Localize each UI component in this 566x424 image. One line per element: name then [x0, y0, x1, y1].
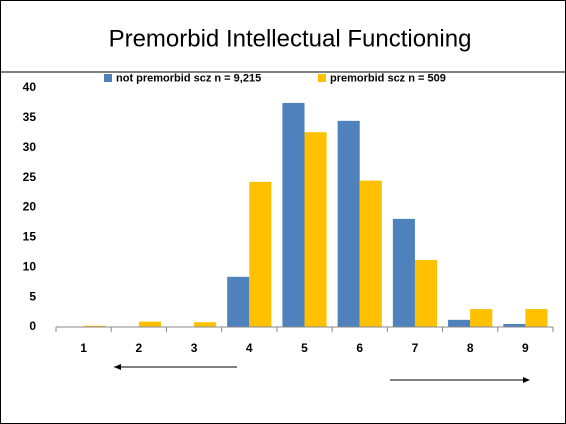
x-tick-label: 8 — [467, 341, 474, 355]
bar — [414, 260, 438, 327]
bar — [282, 102, 305, 327]
chart-title: Premorbid Intellectual Functioning — [109, 25, 472, 52]
y-tick-label: 15 — [23, 230, 37, 244]
arrowhead — [114, 364, 121, 370]
x-tick-label: 5 — [301, 341, 308, 355]
bar — [138, 321, 161, 327]
x-tick-label: 9 — [522, 341, 529, 355]
bar — [194, 322, 217, 327]
legend-label: premorbid scz n = 509 — [330, 72, 446, 84]
y-tick-label: 10 — [23, 259, 37, 273]
bar — [470, 309, 493, 327]
y-tick-label: 0 — [29, 319, 36, 333]
legend-swatch — [104, 74, 112, 82]
legend-swatch — [318, 74, 326, 82]
bar — [525, 309, 548, 327]
x-tick-label: 4 — [246, 341, 253, 355]
x-tick-label: 3 — [191, 341, 198, 355]
bar — [227, 276, 250, 327]
direction-arrows — [114, 364, 530, 383]
bar — [337, 120, 360, 327]
y-tick-label: 25 — [23, 170, 37, 184]
y-tick-label: 35 — [23, 110, 37, 124]
y-tick-label: 40 — [23, 80, 37, 94]
bar — [448, 319, 471, 327]
x-tick-label: 1 — [80, 341, 87, 355]
arrowhead — [523, 377, 530, 383]
bar — [359, 180, 382, 327]
x-tick-label: 2 — [135, 341, 142, 355]
bar — [392, 218, 415, 327]
x-tick-label: 7 — [412, 341, 419, 355]
bar — [83, 325, 106, 327]
bar — [503, 324, 526, 327]
y-tick-label: 30 — [23, 140, 37, 154]
bar — [249, 181, 272, 327]
bar — [304, 132, 327, 327]
y-tick-label: 5 — [29, 289, 36, 303]
y-tick-label: 20 — [23, 200, 37, 214]
legend-label: not premorbid scz n = 9,215 — [116, 72, 261, 84]
x-tick-label: 6 — [356, 341, 363, 355]
